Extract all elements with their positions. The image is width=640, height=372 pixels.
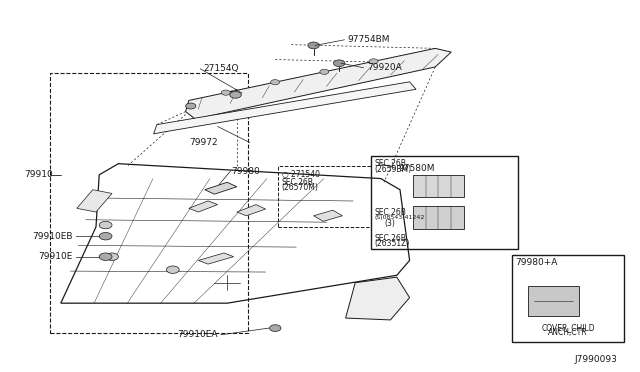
Polygon shape [186, 48, 451, 119]
Circle shape [99, 232, 112, 240]
Polygon shape [413, 206, 464, 229]
Text: COVER_CHILD: COVER_CHILD [541, 323, 595, 332]
Circle shape [99, 253, 112, 260]
Text: SEC.26B: SEC.26B [374, 234, 406, 243]
Text: ○ 271540: ○ 271540 [282, 170, 319, 179]
Circle shape [186, 103, 196, 109]
Text: 97754BM: 97754BM [348, 35, 390, 44]
Text: (3): (3) [384, 219, 395, 228]
Text: 79980: 79980 [232, 167, 260, 176]
Bar [50, 73, 248, 333]
Circle shape [271, 80, 280, 85]
Text: SEC.26B: SEC.26B [282, 178, 314, 187]
Text: J7990093: J7990093 [575, 355, 618, 364]
Polygon shape [528, 286, 579, 316]
Circle shape [221, 90, 230, 95]
Polygon shape [77, 190, 112, 212]
Text: (26570M): (26570M) [282, 183, 319, 192]
Circle shape [230, 92, 241, 98]
Text: (S)08543-41242: (S)08543-41242 [374, 215, 425, 220]
Text: 79920A: 79920A [367, 63, 401, 72]
Polygon shape [314, 210, 342, 221]
Circle shape [99, 221, 112, 229]
Bar [371, 156, 518, 249]
Polygon shape [198, 253, 234, 264]
Text: 27154Q: 27154Q [204, 64, 239, 73]
Circle shape [333, 60, 345, 67]
Polygon shape [205, 182, 237, 194]
Text: SEC.26B: SEC.26B [374, 159, 406, 168]
Bar [512, 255, 624, 342]
Text: 97580M: 97580M [398, 164, 435, 173]
Text: 79980+A: 79980+A [515, 258, 557, 267]
Text: 79910E: 79910E [38, 252, 72, 261]
Text: ANCH,CTR: ANCH,CTR [548, 328, 588, 337]
Circle shape [269, 325, 281, 331]
Text: 79910EB: 79910EB [32, 232, 72, 241]
Bar [278, 166, 371, 227]
Circle shape [106, 253, 118, 260]
Polygon shape [346, 277, 410, 320]
Text: (2659BM): (2659BM) [374, 165, 412, 174]
Circle shape [369, 59, 378, 64]
Text: 79910: 79910 [24, 170, 53, 179]
Circle shape [308, 42, 319, 49]
Circle shape [320, 69, 329, 74]
Text: 79910EA: 79910EA [177, 330, 218, 339]
Polygon shape [413, 175, 464, 197]
Text: 79972: 79972 [189, 138, 218, 147]
Polygon shape [189, 201, 218, 212]
Circle shape [166, 266, 179, 273]
Polygon shape [237, 205, 266, 216]
Text: (26351Z): (26351Z) [374, 239, 410, 248]
Polygon shape [154, 82, 416, 134]
Text: SEC.26B: SEC.26B [374, 208, 406, 217]
